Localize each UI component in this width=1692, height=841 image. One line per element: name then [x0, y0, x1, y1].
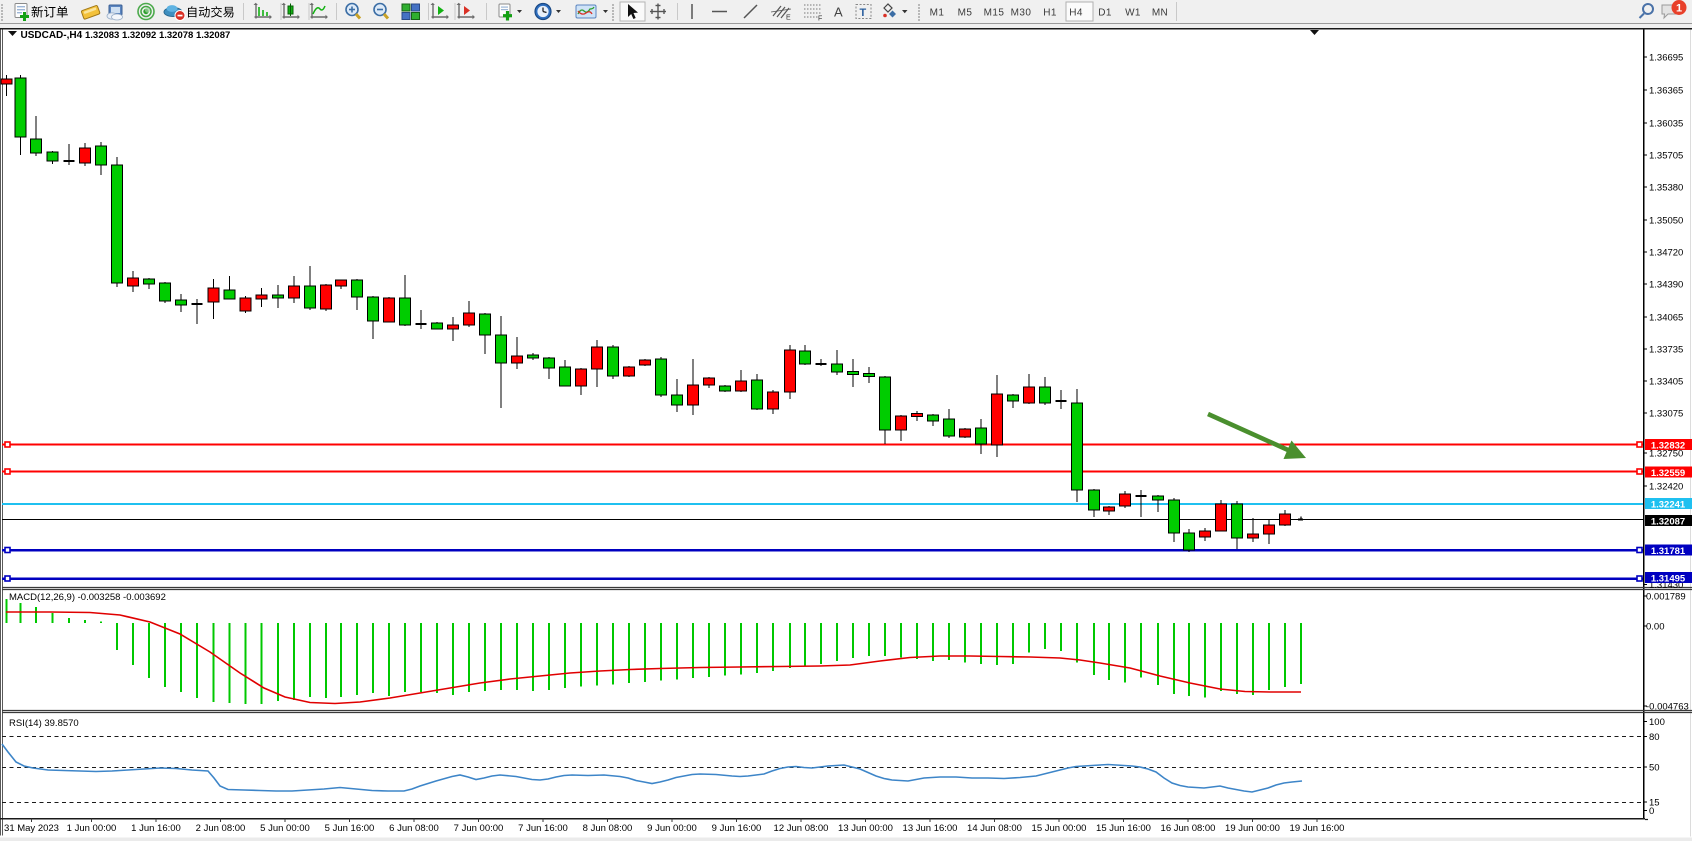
svg-text:1.32559: 1.32559 — [1651, 468, 1685, 479]
svg-text:0.001789: 0.001789 — [1646, 592, 1686, 603]
svg-text:RSI(14) 39.8570: RSI(14) 39.8570 — [9, 718, 79, 729]
svg-text:12 Jun 08:00: 12 Jun 08:00 — [774, 823, 829, 834]
svg-text:9 Jun 16:00: 9 Jun 16:00 — [712, 823, 762, 834]
svg-text:1.34390: 1.34390 — [1649, 280, 1683, 291]
svg-text:MACD(12,26,9) -0.003258 -0.003: MACD(12,26,9) -0.003258 -0.003692 — [9, 592, 166, 603]
svg-text:1.36035: 1.36035 — [1649, 119, 1683, 130]
svg-text:50: 50 — [1649, 763, 1660, 774]
svg-text:16 Jun 08:00: 16 Jun 08:00 — [1161, 823, 1216, 834]
svg-text:1.33735: 1.33735 — [1649, 345, 1683, 356]
svg-text:1.31781: 1.31781 — [1651, 546, 1686, 557]
svg-text:1.32750: 1.32750 — [1649, 449, 1683, 460]
svg-text:W1: W1 — [1125, 8, 1141, 19]
svg-text:15 Jun 00:00: 15 Jun 00:00 — [1032, 823, 1087, 834]
svg-text:14 Jun 08:00: 14 Jun 08:00 — [967, 823, 1022, 834]
svg-text:7 Jun 00:00: 7 Jun 00:00 — [454, 823, 504, 834]
svg-text:D1: D1 — [1098, 8, 1112, 19]
svg-text:1.32087: 1.32087 — [1651, 517, 1685, 528]
svg-text:9 Jun 00:00: 9 Jun 00:00 — [647, 823, 697, 834]
svg-text:8 Jun 08:00: 8 Jun 08:00 — [583, 823, 633, 834]
svg-text:1.32083 1.32092 1.32078 1.3208: 1.32083 1.32092 1.32078 1.32087 — [85, 30, 230, 41]
svg-text:M5: M5 — [958, 8, 973, 19]
svg-text:1.31495: 1.31495 — [1651, 574, 1686, 585]
svg-text:15 Jun 16:00: 15 Jun 16:00 — [1096, 823, 1151, 834]
svg-text:19 Jun 16:00: 19 Jun 16:00 — [1290, 823, 1345, 834]
svg-text:1.32420: 1.32420 — [1649, 482, 1683, 493]
svg-text:13 Jun 00:00: 13 Jun 00:00 — [838, 823, 893, 834]
svg-text:1.35380: 1.35380 — [1649, 183, 1683, 194]
svg-text:19 Jun 00:00: 19 Jun 00:00 — [1225, 823, 1280, 834]
svg-text:1.36365: 1.36365 — [1649, 86, 1683, 97]
svg-text:1.34720: 1.34720 — [1649, 248, 1683, 259]
svg-text:1.36695: 1.36695 — [1649, 53, 1683, 64]
svg-text:1.35050: 1.35050 — [1649, 216, 1683, 227]
svg-text:M30: M30 — [1011, 8, 1032, 19]
svg-text:1.31430: 1.31430 — [1649, 580, 1683, 591]
svg-text:80: 80 — [1649, 732, 1660, 743]
svg-text:1.35705: 1.35705 — [1649, 151, 1683, 162]
svg-text:H1: H1 — [1043, 8, 1057, 19]
svg-text:1.32832: 1.32832 — [1651, 441, 1685, 452]
svg-text:-0.004763: -0.004763 — [1646, 702, 1689, 713]
svg-text:E: E — [786, 15, 791, 22]
svg-text:15: 15 — [1649, 798, 1660, 809]
svg-text:6 Jun 08:00: 6 Jun 08:00 — [389, 823, 439, 834]
svg-text:1 Jun 00:00: 1 Jun 00:00 — [67, 823, 117, 834]
svg-text:F: F — [818, 16, 822, 23]
svg-text:100: 100 — [1649, 717, 1665, 728]
svg-text:1.33405: 1.33405 — [1649, 377, 1683, 388]
svg-text:1: 1 — [1676, 3, 1682, 15]
svg-text:31 May 2023: 31 May 2023 — [4, 823, 59, 834]
svg-text:T: T — [860, 7, 867, 19]
svg-text:USDCAD-,H4: USDCAD-,H4 — [21, 30, 83, 41]
svg-text:1.33075: 1.33075 — [1649, 409, 1683, 420]
svg-text:13 Jun 16:00: 13 Jun 16:00 — [903, 823, 958, 834]
svg-text:H4: H4 — [1069, 8, 1083, 19]
svg-text:1.32241: 1.32241 — [1651, 500, 1686, 511]
svg-text:2 Jun 08:00: 2 Jun 08:00 — [196, 823, 246, 834]
svg-text:0: 0 — [1649, 806, 1654, 817]
svg-text:A: A — [834, 5, 843, 20]
svg-text:0.00: 0.00 — [1646, 622, 1665, 633]
svg-text:MN: MN — [1152, 8, 1168, 19]
svg-text:M1: M1 — [930, 8, 945, 19]
svg-text:1.34065: 1.34065 — [1649, 313, 1683, 324]
svg-text:M15: M15 — [984, 8, 1005, 19]
svg-text:5 Jun 16:00: 5 Jun 16:00 — [325, 823, 375, 834]
svg-text:7 Jun 16:00: 7 Jun 16:00 — [518, 823, 568, 834]
svg-text:5 Jun 00:00: 5 Jun 00:00 — [260, 823, 310, 834]
svg-text:1 Jun 16:00: 1 Jun 16:00 — [131, 823, 181, 834]
